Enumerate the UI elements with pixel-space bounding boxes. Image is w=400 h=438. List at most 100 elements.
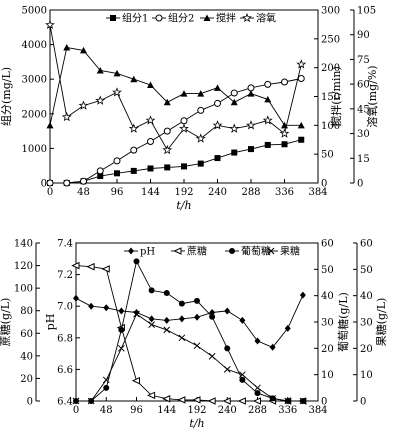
p0-series-2-point (163, 98, 171, 106)
p0-right_inner-axis-label: 搅拌(r/min) (329, 66, 343, 127)
p0-series-0-point (114, 170, 120, 177)
p0-series-3-point (61, 111, 72, 122)
p0-xtick-label: 144 (141, 187, 160, 198)
p0-right_outer-tick-label: 75 (357, 55, 370, 66)
p1-series-1-point (252, 397, 261, 405)
p0-left-tick-label: 4000 (22, 40, 47, 51)
p1-series-0-point (254, 337, 261, 345)
p0-xtick-label: 0 (47, 187, 53, 198)
p1-series-2-point (209, 313, 216, 320)
p0-series-2-point (147, 81, 154, 88)
p1-series-0-point (239, 316, 246, 324)
p1-series-1-point (207, 397, 216, 405)
p1-series-0-point (133, 309, 140, 317)
p0-series-3-point (279, 128, 290, 138)
p1-xtick-label: 0 (73, 405, 79, 416)
p1-series-1-point (146, 391, 156, 400)
p0-series-0-point (264, 141, 271, 148)
p1-series-2-point (239, 376, 246, 383)
p1-xtick-label: 288 (248, 405, 267, 416)
p0-series-2-point (297, 121, 305, 129)
p0-series-2-point (63, 43, 71, 51)
p1-series-3-point (178, 334, 186, 342)
p0-series-1-point (297, 75, 305, 83)
p0-right_outer-tick-label: 60 (357, 80, 370, 91)
p1-series-1-point (101, 265, 110, 273)
p1-series-1-point (162, 394, 171, 403)
p1-left_outer-tick-label: 120 (14, 261, 33, 272)
p0-legend-item-3: 溶氧 (256, 12, 276, 25)
p0-series-3-point (128, 123, 139, 133)
p1-right_outer-tick-label: 0 (360, 397, 366, 408)
p1-series-2-line (76, 260, 303, 402)
p0-xtick-label: 336 (275, 187, 294, 198)
p1-series-2-point (118, 326, 125, 333)
p1-legend-item-1: 蔗糖 (187, 245, 207, 258)
p0-series-1-point (147, 137, 154, 145)
p1-series-3-line (76, 313, 303, 402)
p1-series-3-point (208, 352, 216, 360)
p1-series-0-point (224, 307, 231, 315)
p0-right_outer-tick-label: 15 (357, 154, 370, 165)
p1-xtick-label: 336 (278, 405, 297, 416)
p1-right_inner-tick-label: 60 (321, 239, 334, 250)
p0-left-axis-label: 组分(mg/L) (0, 67, 13, 126)
p1-legend-marker (229, 248, 235, 254)
p0-right_inner-tick-label: 250 (321, 34, 340, 45)
p0-legend-marker (110, 15, 116, 21)
p1-legend-marker (267, 247, 275, 255)
p1-series-3-point (163, 326, 171, 334)
p0-left-tick-label: 2000 (22, 109, 47, 120)
p0-series-3-point (229, 123, 240, 133)
p1-series-3-point (284, 397, 292, 405)
p1-series-0-point (148, 315, 155, 323)
p1-legend-marker (173, 247, 182, 255)
p1-series-0-point (284, 324, 291, 332)
p0-series-3-line (49, 24, 302, 151)
p0-series-3-point (262, 115, 273, 125)
p0-right_outer-tick-label: 30 (357, 129, 370, 140)
p1-series-2-point (224, 345, 231, 352)
p0-legend-marker (155, 14, 163, 22)
p0-series-0-point (281, 141, 288, 148)
p1-series-2-point (194, 297, 200, 304)
p1-right_inner-tick-label: 40 (321, 291, 334, 302)
p0-legend-marker (242, 12, 252, 23)
p1-right_outer-tick-label: 60 (360, 239, 373, 250)
p0-right_outer-tick-label: 90 (357, 30, 370, 41)
p0-right_outer-tick-label: 45 (357, 104, 370, 115)
p0-legend-item-1: 组分2 (168, 12, 194, 25)
p0-series-1-point (113, 157, 121, 165)
p1-xtick-label: 144 (157, 405, 176, 416)
p0-series-2-point (113, 69, 121, 77)
p0-xtick-label: 96 (111, 187, 124, 198)
p1-series-1-point (222, 397, 231, 405)
p0-right_outer-tick-label: 0 (357, 179, 363, 190)
p1-right_outer-tick-label: 40 (360, 291, 373, 302)
p1-series-3-point (148, 321, 155, 328)
p0-series-1-point (80, 177, 87, 185)
p1-series-3-point (223, 366, 231, 373)
p1-series-1-point (177, 396, 186, 404)
p0-series-1-point (214, 99, 221, 107)
p0-series-2-point (46, 121, 54, 129)
p0-series-3-point (296, 59, 307, 69)
p1-legend-marker (128, 247, 134, 255)
p1-legend-item-2: 葡萄糖 (241, 245, 271, 258)
p1-series-0-point (103, 304, 110, 312)
p1-series-0-point (299, 291, 306, 299)
p0-series-1-point (130, 146, 138, 154)
p1-left_outer-tick-label: 0 (27, 397, 33, 408)
p0-x-axis-label: t/h (176, 199, 191, 212)
p0-xtick-label: 288 (241, 187, 260, 198)
p0-series-0-point (197, 160, 204, 167)
p0-right_outer-tick-label: 105 (357, 6, 376, 17)
p0-series-1-point (230, 89, 238, 97)
p1-left_inner-tick-label: 7.0 (57, 302, 73, 313)
p0-series-1-point (46, 179, 54, 187)
p0-series-2-point (197, 90, 205, 97)
p1-right_outer-tick-label: 10 (360, 370, 373, 381)
p1-series-2-point (103, 384, 110, 391)
p1-series-1-point (131, 376, 140, 385)
